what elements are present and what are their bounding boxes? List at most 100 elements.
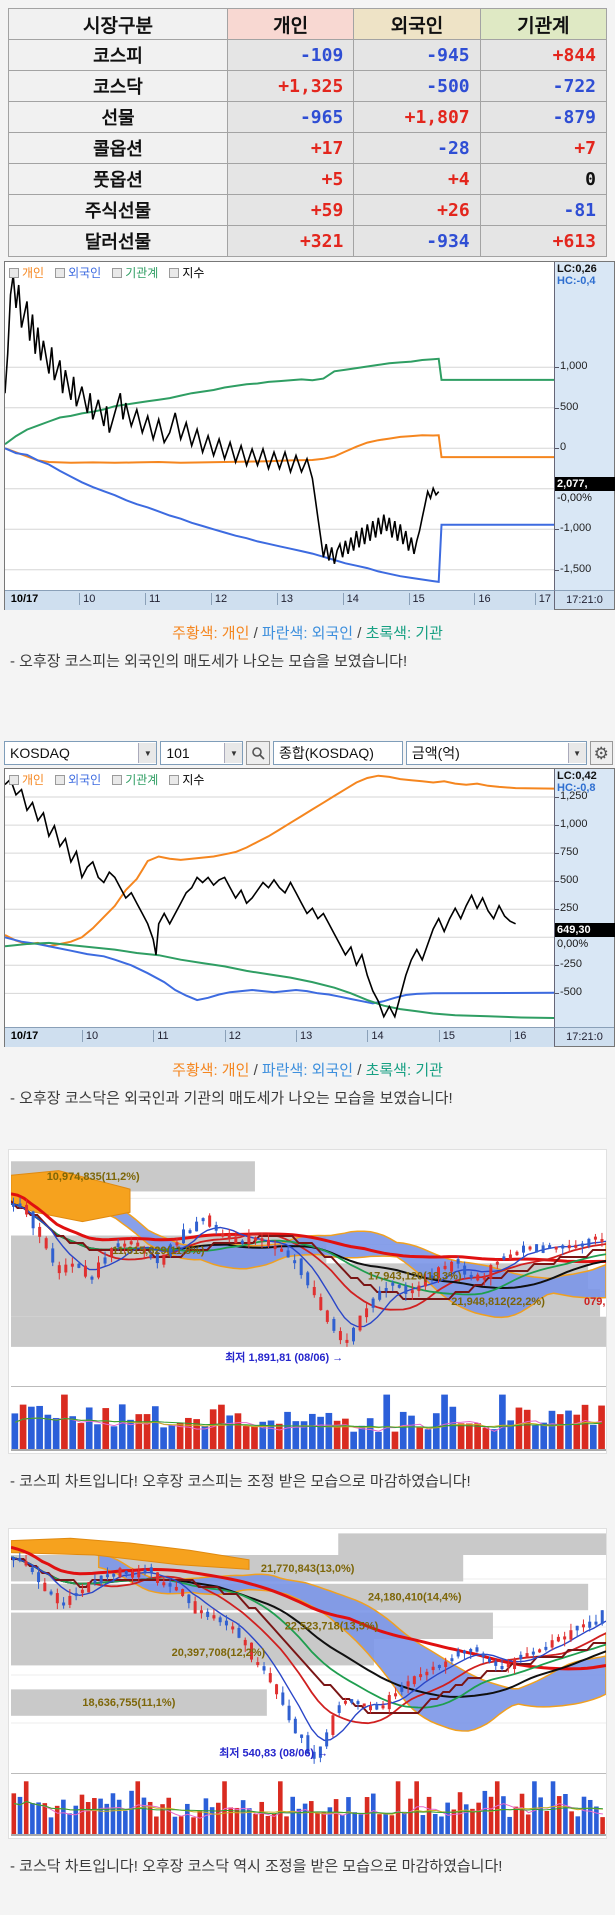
axis-clock: 17:21:0: [554, 1027, 614, 1046]
flow-value-cell: +17: [226, 132, 355, 164]
svg-text:20,397,708(12,2%): 20,397,708(12,2%): [172, 1647, 266, 1659]
svg-text:10,974,835(11,2%): 10,974,835(11,2%): [47, 1171, 140, 1183]
legend-caption-segment: 파란색: 외국인: [261, 625, 354, 642]
legend-checkbox-icon[interactable]: [112, 774, 123, 785]
legend-item-지수[interactable]: 지수: [169, 771, 204, 788]
axis-clock: 17:21:0: [554, 590, 614, 609]
flow-value-cell: -879: [479, 101, 608, 133]
flow-value-cell: -109: [226, 39, 355, 71]
legend-item-외국인[interactable]: 외국인: [55, 264, 101, 281]
legend-item-개인[interactable]: 개인: [9, 771, 44, 788]
y-axis-tick: 250: [555, 902, 578, 914]
time-axis: 10/17 10 11 12 13 14 15 16: [5, 1027, 554, 1047]
flow-value-cell: -945: [353, 39, 481, 71]
flow-chart-canvas: [5, 274, 554, 584]
legend-caption-segment: /: [249, 625, 262, 642]
row-label: 콜옵션: [8, 132, 228, 164]
kosdaq-flow-caption: - 오후장 코스닥은 외국인과 기관의 매도세가 나오는 모습을 보였습니다!: [10, 1090, 453, 1107]
legend-item-외국인[interactable]: 외국인: [55, 771, 101, 788]
chevron-down-icon[interactable]: ▼: [224, 743, 243, 763]
x-axis-tick: 11: [153, 1030, 169, 1042]
daily-chart-canvas: 10,974,835(11,2%) 11,615,829(11,8%) 17,943…: [11, 1161, 606, 1364]
current-price-badge: 649,30: [555, 922, 615, 937]
kospi-flow-caption: - 오후장 코스피는 외국인의 매도세가 나오는 모습을 보였습니다!: [10, 653, 408, 670]
code-select[interactable]: 101 ▼: [160, 741, 244, 765]
high-change-label: HC:-0,8: [557, 782, 596, 794]
chevron-down-icon[interactable]: ▼: [567, 743, 586, 763]
legend-checkbox-icon[interactable]: [55, 267, 66, 278]
svg-text:18,636,755(11,1%): 18,636,755(11,1%): [82, 1697, 175, 1709]
y-axis-tick: 750: [555, 846, 578, 858]
x-axis-tick: 14: [342, 593, 359, 605]
y-axis-tick: -500: [555, 986, 582, 998]
legend-checkbox-icon[interactable]: [55, 774, 66, 785]
x-axis-tick: 10/17: [10, 1030, 39, 1042]
last-change-label: LC:0,26: [557, 263, 597, 275]
change-percent-label: 0,00%: [557, 937, 589, 950]
flow-value-cell: +59: [226, 194, 355, 226]
kospi-daily-caption: - 코스피 차트입니다! 오후장 코스피는 조정 받은 모습으로 마감하였습니다…: [10, 1473, 471, 1490]
legend-caption-segment: /: [353, 1062, 366, 1079]
legend-checkbox-icon[interactable]: [169, 774, 180, 785]
legend-caption-segment: /: [249, 1062, 262, 1079]
flow-value-cell: +613: [479, 225, 608, 257]
legend-checkbox-icon[interactable]: [9, 267, 19, 278]
x-axis-tick: 13: [295, 1030, 312, 1042]
flow-value-cell: +1,807: [353, 101, 481, 133]
legend-item-기관계[interactable]: 기관계: [112, 771, 158, 788]
kospi-investor-flow-chart[interactable]: 개인 외국인 기관계 지수 LC:0,26 HC:-0,4 1,000 500 0 -1,000 -…: [4, 261, 615, 610]
settings-gear-button[interactable]: ⚙: [589, 741, 614, 765]
x-axis-tick: 10/17: [10, 593, 39, 605]
page: 시장구분 개인 외국인 기관계 코스피 -109 -945 +844 코스닥 +1,325 -50…: [0, 8, 615, 1877]
table-row: 풋옵션 +5 +4 0: [8, 163, 608, 195]
legend-caption-segment: /: [353, 625, 366, 642]
chart-legend: 개인 외국인 기관계 지수: [9, 771, 204, 788]
last-change-label: LC:0,42: [557, 770, 597, 782]
legend-caption-segment: 초록색: 기관: [365, 625, 443, 642]
high-change-label: HC:-0,4: [557, 275, 596, 287]
code-select-value: 101: [166, 745, 190, 761]
y-axis-tick: 1,250: [555, 790, 588, 802]
table-row: 코스피 -109 -945 +844: [8, 39, 608, 71]
flow-plot-area[interactable]: 개인 외국인 기관계 지수: [5, 769, 554, 1027]
symbol-name-label: 종합(KOSDAQ): [272, 741, 403, 765]
unit-select[interactable]: 금액(억) ▼: [405, 741, 587, 765]
search-button[interactable]: [246, 741, 270, 765]
price-axis: LC:0,42 HC:-0,8 1,250 1,000 750 500 250 -250 -50…: [554, 769, 615, 1027]
row-label: 달러선물: [8, 225, 228, 257]
flow-value-cell: +1,325: [226, 70, 355, 102]
svg-text:21,948,812(22,2%): 21,948,812(22,2%): [451, 1296, 545, 1308]
legend-caption-segment: 주황색: 개인: [172, 1062, 250, 1079]
flow-value-cell: +844: [479, 39, 608, 71]
table-row: 주식선물 +59 +26 -81: [8, 194, 608, 226]
row-label: 코스피: [8, 39, 228, 71]
legend-checkbox-icon[interactable]: [112, 267, 123, 278]
kospi-daily-chart[interactable]: 10,974,835(11,2%) 11,615,829(11,8%) 17,943…: [8, 1149, 607, 1454]
low-annotation: 최저 540,83 (08/06) →: [219, 1746, 328, 1760]
legend-item-개인[interactable]: 개인: [9, 264, 44, 281]
flow-value-cell: 0: [479, 163, 608, 195]
symbol-select[interactable]: KOSDAQ ▼: [4, 741, 158, 765]
kosdaq-daily-chart[interactable]: 21,770,843(13,0%) 24,180,410(14,4%) 22,523…: [8, 1528, 607, 1839]
y-axis-tick: 1,000: [555, 360, 588, 372]
chevron-down-icon[interactable]: ▼: [138, 743, 157, 763]
legend-item-기관계[interactable]: 기관계: [112, 264, 158, 281]
legend-checkbox-icon[interactable]: [9, 774, 19, 785]
legend-caption-segment: 파란색: 외국인: [261, 1062, 354, 1079]
flow-plot-area[interactable]: 개인 외국인 기관계 지수: [5, 262, 554, 590]
x-axis-tick: 12: [224, 1030, 241, 1042]
change-percent-label: -0,00%: [557, 491, 592, 504]
chart-legend: 개인 외국인 기관계 지수: [9, 264, 204, 281]
price-axis: LC:0,26 HC:-0,4 1,000 500 0 -1,000 -1,500 2,077…: [554, 262, 615, 590]
flow-chart-canvas: [5, 774, 554, 1019]
legend-checkbox-icon[interactable]: [169, 267, 180, 278]
flow-value-cell: +26: [353, 194, 481, 226]
volume-pane: [11, 1386, 606, 1451]
flow-value-cell: -934: [353, 225, 481, 257]
legend-item-지수[interactable]: 지수: [169, 264, 204, 281]
kosdaq-investor-flow-chart[interactable]: 개인 외국인 기관계 지수 LC:0,42 HC:-0,8 1,250 1,000 750 500…: [4, 768, 615, 1047]
color-legend-caption: 주황색: 개인 / 파란색: 외국인 / 초록색: 기관: [0, 1059, 615, 1081]
flow-value-cell: -81: [479, 194, 608, 226]
legend-caption-segment: 초록색: 기관: [365, 1062, 443, 1079]
flow-value-cell: +7: [479, 132, 608, 164]
